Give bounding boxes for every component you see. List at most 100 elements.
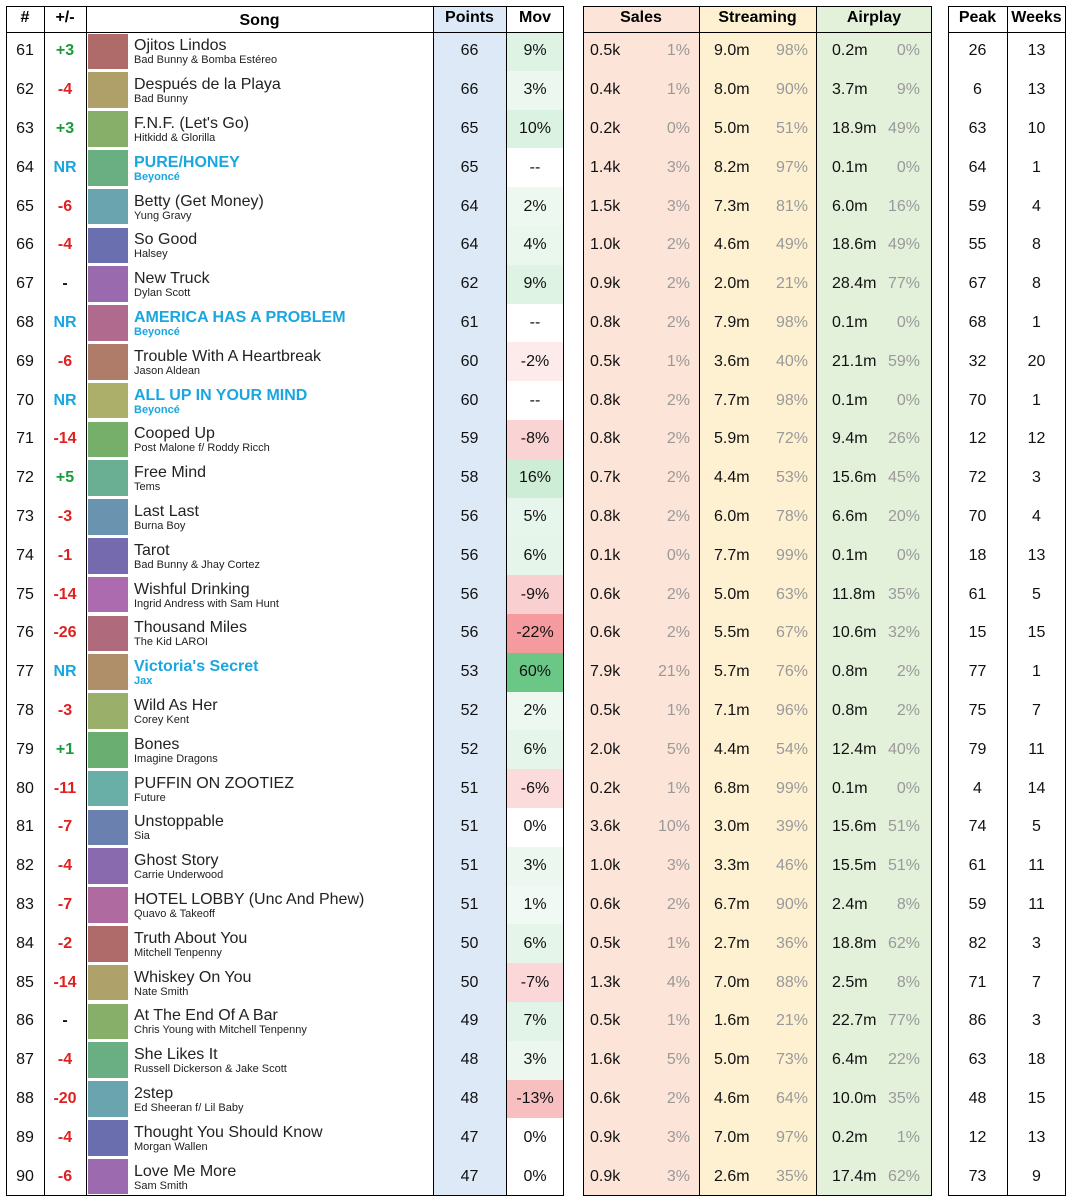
cell: 2% [666,469,690,487]
cell: 97% [775,1128,808,1146]
cell: 64 [460,236,479,254]
cell: 9% [523,42,547,60]
song-title: Trouble With A Heartbreak [134,347,322,365]
cell: NR [53,663,77,681]
album-art [88,266,128,303]
mov-bg [506,730,564,770]
cell: 6.8m [714,779,750,797]
cell: 6% [523,934,547,952]
cell: 1% [666,702,690,719]
song-artist: Corey Kent [134,714,190,726]
cell: 4% [523,236,547,254]
cell: 58 [460,469,479,487]
mov-bg [506,1079,564,1119]
song-title: Love Me More [134,1162,237,1180]
cell: 90 [16,1167,34,1185]
mov-bg [506,32,564,71]
cell: 59 [460,430,479,448]
cell: 3.3m [714,857,750,875]
album-art [88,343,128,380]
cell: 15 [1027,624,1046,642]
cell: 20% [887,508,920,525]
cell: 3 [1032,1012,1041,1030]
cell: 3.6k [590,818,621,836]
song-title: Victoria's Secret [134,658,259,676]
cell: 9% [896,81,920,99]
cell: -22% [516,624,554,642]
cell: -9% [520,585,550,603]
cell: 0.5k [590,1012,621,1030]
cell: 1 [1032,314,1041,331]
cell: 18 [968,546,987,564]
cell: 5% [523,508,547,525]
cell: 9 [1032,1167,1041,1185]
song-title: Free Mind [134,464,207,482]
cell: 51 [460,779,479,797]
cell: 3% [523,857,547,875]
cell: - [62,1012,68,1030]
song-title: Thought You Should Know [134,1123,323,1141]
cell: -6 [57,1167,73,1185]
cell: 87 [16,1051,34,1069]
cell: 64% [775,1090,808,1107]
cell: 32% [887,624,920,642]
song-title: Wishful Drinking [134,580,250,598]
cell: 8 [1032,275,1041,293]
cell: 49% [887,120,920,137]
mov-bg [506,575,564,614]
cell: 35% [887,585,920,603]
album-art [88,887,128,923]
cell: 77 [968,663,987,681]
song-artist: The Kid LAROI [134,636,208,649]
song-artist: Bad Bunny & Jhay Cortez [134,558,260,571]
cell: 88 [16,1090,34,1107]
cell: 89 [16,1128,34,1146]
cell: 21% [775,1012,808,1030]
cell: -7 [57,818,73,836]
song-artist: Tems [134,481,161,494]
cell: 0.9k [590,275,621,293]
cell: -6 [57,352,73,370]
cell: 1% [896,1128,920,1146]
cell: 54% [775,740,808,758]
cell: 40% [775,352,808,370]
cell: 1.3k [590,973,621,991]
cell: 9.0m [714,42,750,60]
cell: 4 [973,779,982,797]
cell: 65 [460,120,479,137]
cell: 5% [666,1051,690,1069]
cell: 8.0m [714,81,750,99]
cell: 53% [775,469,808,487]
cell: 0% [896,546,920,564]
album-art [88,460,128,497]
mov-bg [506,963,564,1002]
cell: 53 [460,663,479,681]
mov-bg [506,1040,564,1080]
cell: 72 [968,469,987,487]
cell: 82 [16,857,34,875]
mov-bg [506,924,564,964]
cell: 0% [523,1167,547,1185]
album-art [88,964,128,1001]
cell: 0.8m [832,663,868,681]
cell: 76% [775,663,808,681]
cell: 61 [16,42,34,60]
cell: 2% [666,236,690,254]
cell: 35% [775,1167,808,1185]
cell: 2.5m [832,973,868,991]
cell: 18.6m [832,236,877,254]
cell: 98% [775,314,808,331]
song-title: Truth About You [134,929,248,947]
cell: 1% [666,81,690,99]
cell: 7.9m [714,314,750,331]
cell: 60 [460,391,479,409]
cell: 28.4m [832,275,877,293]
song-artist: Jax [134,675,153,688]
cell: 51% [887,818,920,836]
song-title: HOTEL LOBBY (Unc And Phew) [134,891,365,908]
cell: 85 [16,973,34,991]
cell: 2% [666,314,690,331]
cell: 2% [666,508,690,525]
cell: 66 [16,236,34,254]
album-art [88,731,128,768]
